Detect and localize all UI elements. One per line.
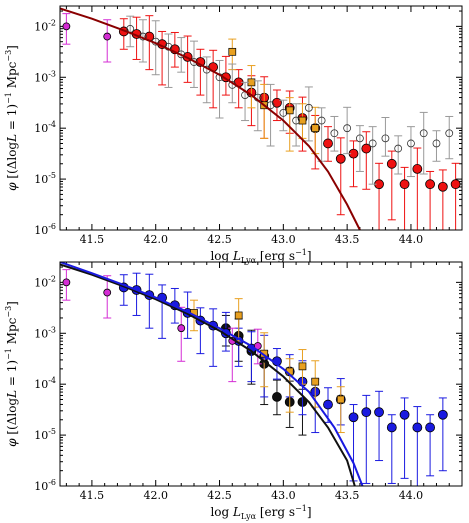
data-point <box>445 129 454 138</box>
x-tick-label: 44.0 <box>399 489 424 502</box>
data-point <box>374 407 384 418</box>
data-point <box>343 124 352 133</box>
y-tick-label: 10-4 <box>34 120 56 135</box>
data-point <box>323 138 333 149</box>
data-point <box>272 392 282 402</box>
data-point <box>335 153 346 164</box>
y-axis-label: φ [(ΔlogL = 1)−1 Mpc−3] <box>4 45 19 191</box>
data-point <box>425 179 435 190</box>
y-tick-label: 10-3 <box>34 325 56 340</box>
x-tick-label: 43.0 <box>271 233 296 246</box>
data-point <box>311 377 320 386</box>
data-point <box>412 164 423 174</box>
data-point <box>62 278 71 287</box>
data-point <box>330 129 339 138</box>
data-point <box>450 179 461 190</box>
data-point <box>272 97 282 108</box>
data-point <box>432 139 441 148</box>
x-tick-label: 42.5 <box>207 489 232 502</box>
data-point <box>361 143 372 154</box>
data-point <box>228 47 237 56</box>
data-point <box>266 101 275 110</box>
data-point <box>425 422 435 433</box>
y-tick-label: 10-3 <box>34 69 56 84</box>
data-point <box>323 399 333 410</box>
data-point <box>407 139 415 148</box>
series-2 <box>118 272 448 486</box>
data-point <box>356 134 364 143</box>
data-point <box>348 412 359 423</box>
data-point <box>368 139 377 148</box>
data-point <box>394 144 403 153</box>
y-tick-label: 10-5 <box>34 427 56 442</box>
data-point <box>279 109 288 117</box>
x-tick-label: 43.5 <box>335 233 360 246</box>
fit-curve-2 <box>60 262 364 486</box>
data-point <box>437 409 448 420</box>
series-4 <box>190 298 345 434</box>
data-point <box>177 324 186 333</box>
data-point <box>336 395 345 404</box>
data-point <box>399 409 410 420</box>
data-point <box>361 407 372 418</box>
x-tick-label: 41.5 <box>80 489 105 502</box>
data-point <box>381 134 390 143</box>
y-tick-label: 10-4 <box>34 376 56 391</box>
y-axis-label: φ [(ΔlogL = 1)−1 Mpc−3] <box>4 301 19 447</box>
chart-panel-1: 41.5 42.0 42.5 43.0 43.5 44.0 10-6 10-5 10-4 10-3… <box>4 5 463 265</box>
data-point <box>399 179 410 190</box>
data-point <box>419 129 428 138</box>
data-point <box>298 362 307 371</box>
data-point <box>412 422 423 433</box>
data-point <box>234 311 243 320</box>
chart-panel-2: 41.5 42.0 42.5 43.0 43.5 44.0 10-6 10-5 10-4 10-3… <box>4 261 463 521</box>
series-2 <box>62 13 112 63</box>
y-tick-label: 10-5 <box>34 171 56 186</box>
plot-frame <box>59 261 463 487</box>
plot-area <box>60 262 448 486</box>
x-tick-label: 41.5 <box>80 233 105 246</box>
x-axis-label: log LLyα [erg s−1] <box>210 248 311 265</box>
data-point <box>311 124 320 133</box>
x-tick-label: 42.0 <box>143 233 168 246</box>
data-point <box>304 103 313 112</box>
data-point <box>103 288 112 297</box>
y-tick-label: 10-2 <box>34 274 56 289</box>
data-point <box>62 22 71 31</box>
data-point <box>386 158 397 169</box>
data-point <box>103 32 112 41</box>
y-tick-label: 10-6 <box>34 222 56 237</box>
fit-curve-1 <box>60 7 361 230</box>
x-tick-label: 43.0 <box>271 489 296 502</box>
plot-frame <box>59 5 463 231</box>
fit-curve-1 <box>60 263 356 486</box>
x-tick-label: 43.5 <box>335 489 360 502</box>
y-tick-label: 10-6 <box>34 478 56 493</box>
y-tick-label: 10-2 <box>34 18 56 33</box>
data-point <box>292 116 300 125</box>
x-tick-label: 42.5 <box>207 233 232 246</box>
x-tick-label: 44.0 <box>399 233 424 246</box>
x-tick-label: 42.0 <box>143 489 168 502</box>
plot-area <box>60 7 461 230</box>
data-point <box>386 422 397 433</box>
series-4 <box>126 15 454 185</box>
data-point <box>285 106 294 115</box>
data-point <box>437 181 448 192</box>
data-point <box>317 116 326 125</box>
data-point <box>298 116 307 125</box>
x-axis-label: log LLyα [erg s−1] <box>210 504 311 521</box>
